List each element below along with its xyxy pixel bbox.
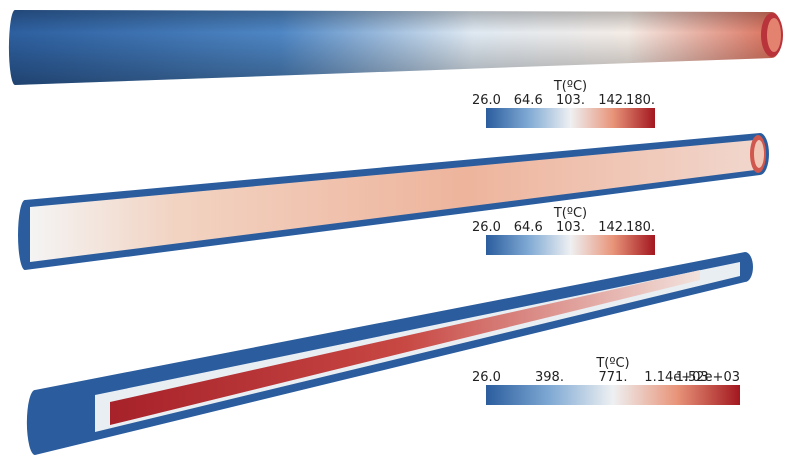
colorbar: [486, 235, 655, 255]
colorbar-tick-label: 1.52e+03: [676, 370, 740, 385]
colorbar-tick-label: 26.0: [472, 93, 501, 108]
colorbar-tick-label: 103.: [556, 220, 585, 235]
figure: T(ºC)26.064.6103.142.180.T(ºC)26.064.610…: [0, 0, 786, 456]
colorbar-title: T(ºC): [553, 206, 587, 221]
colorbar: [486, 385, 740, 405]
colorbar-tick-label: 180.: [626, 93, 655, 108]
tube-1: [9, 10, 783, 85]
tube-3: [27, 252, 753, 455]
colorbar-tick-label: 64.6: [514, 93, 543, 108]
colorbar-tick-label: 180.: [626, 220, 655, 235]
colorbar-title: T(ºC): [553, 79, 587, 94]
colorbar: [486, 108, 655, 128]
tube-2: [18, 133, 769, 270]
colorbar-tick-label: 26.0: [472, 220, 501, 235]
colorbar-tick-label: 142.: [598, 220, 627, 235]
colorbar-tick-label: 398.: [535, 370, 564, 385]
colorbar-tick-label: 64.6: [514, 220, 543, 235]
colorbar-tick-label: 142.: [598, 93, 627, 108]
colorbar-tick-label: 26.0: [472, 370, 501, 385]
colorbar-tick-label: 103.: [556, 93, 585, 108]
colorbar-title: T(ºC): [595, 356, 629, 371]
colorbar-tick-label: 771.: [599, 370, 628, 385]
